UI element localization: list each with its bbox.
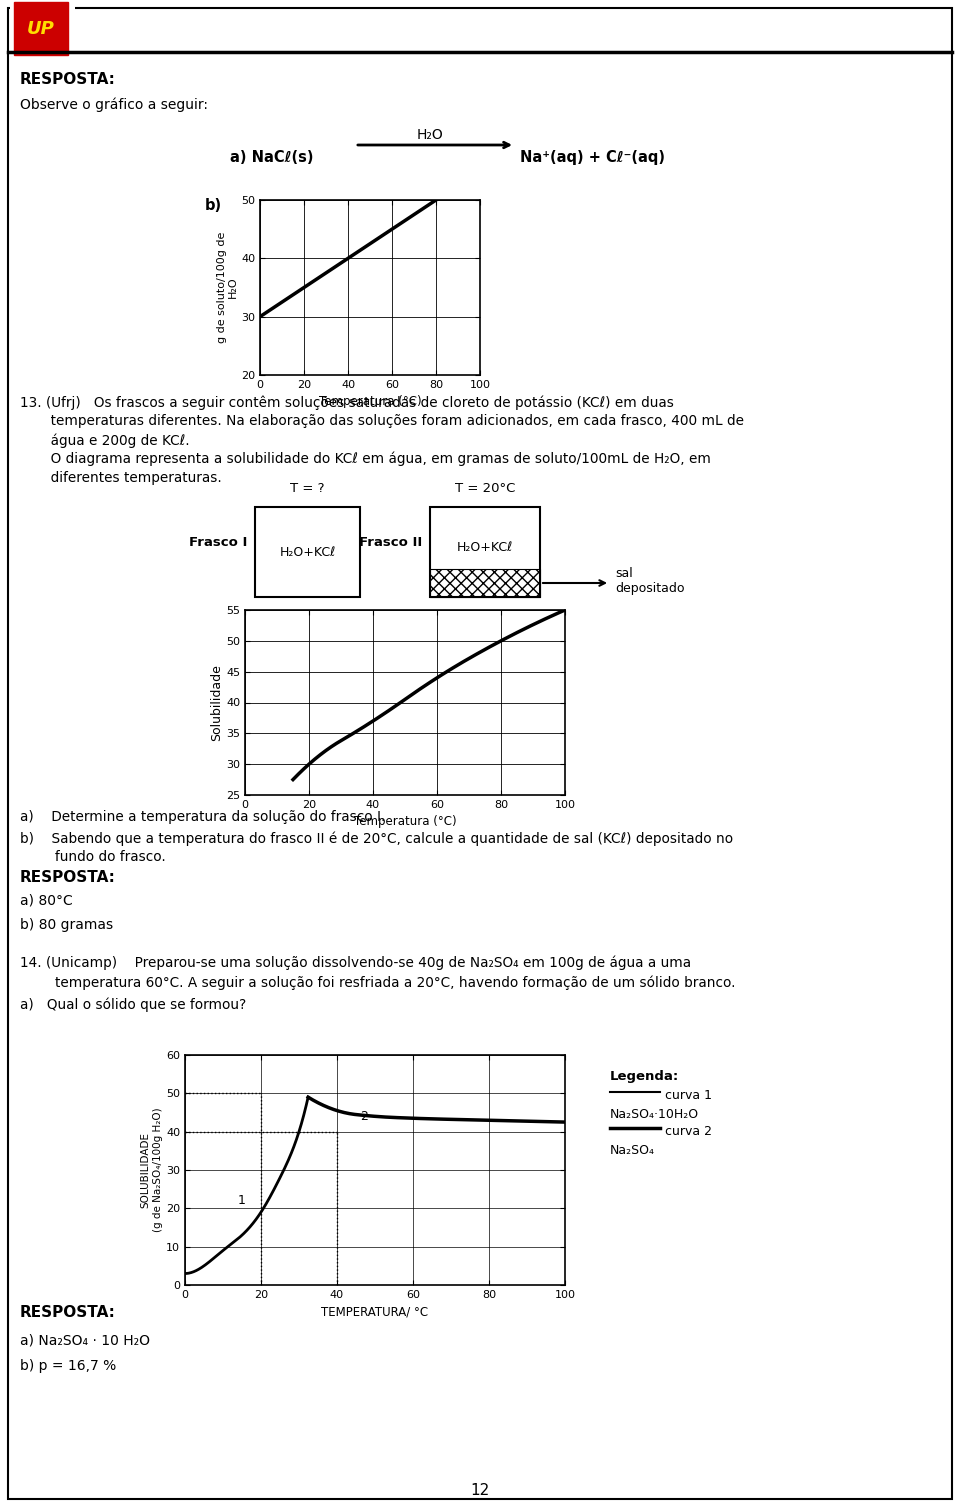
Y-axis label: Solubilidade: Solubilidade	[210, 665, 224, 741]
Text: água e 200g de KCℓ.: água e 200g de KCℓ.	[20, 433, 190, 448]
Text: a) Na₂SO₄ · 10 H₂O: a) Na₂SO₄ · 10 H₂O	[20, 1334, 150, 1347]
Text: Na₂SO₄: Na₂SO₄	[610, 1144, 655, 1157]
Bar	[255, 506, 360, 597]
Text: depositado: depositado	[615, 582, 684, 595]
Text: curva 1: curva 1	[665, 1090, 712, 1102]
Text: H₂O: H₂O	[417, 128, 444, 142]
Text: RESPOSTA:: RESPOSTA:	[20, 1305, 116, 1320]
Y-axis label: g de soluto/100g de
H₂O: g de soluto/100g de H₂O	[217, 232, 238, 344]
Text: UP: UP	[27, 20, 55, 38]
X-axis label: Temperatura (°C): Temperatura (°C)	[353, 815, 456, 829]
Text: O diagrama representa a solubilidade do KCℓ em água, em gramas de soluto/100mL d: O diagrama representa a solubilidade do …	[20, 452, 710, 467]
Text: b) p = 16,7 %: b) p = 16,7 %	[20, 1359, 116, 1373]
X-axis label: Temperatura (°C): Temperatura (°C)	[319, 395, 421, 408]
X-axis label: TEMPERATURA/ °C: TEMPERATURA/ °C	[322, 1305, 428, 1319]
Text: Frasco I: Frasco I	[188, 536, 247, 550]
Text: b)    Sabendo que a temperatura do frasco II é de 20°C, calcule a quantidade de : b) Sabendo que a temperatura do frasco I…	[20, 830, 733, 845]
Text: 2: 2	[360, 1109, 368, 1123]
Text: b): b)	[205, 197, 222, 212]
Text: temperatura 60°C. A seguir a solução foi resfriada a 20°C, havendo formação de u: temperatura 60°C. A seguir a solução foi…	[20, 977, 735, 990]
Text: H₂O+KCℓ: H₂O+KCℓ	[279, 546, 336, 559]
Text: H₂O+KCℓ: H₂O+KCℓ	[457, 541, 514, 555]
Text: Na⁺(aq) + Cℓ⁻(aq): Na⁺(aq) + Cℓ⁻(aq)	[520, 151, 665, 164]
Text: Observe o gráfico a seguir:: Observe o gráfico a seguir:	[20, 98, 208, 113]
Text: T = ?: T = ?	[290, 482, 324, 494]
Text: RESPOSTA:: RESPOSTA:	[20, 72, 116, 87]
Text: T = 20°C: T = 20°C	[455, 482, 516, 494]
Text: a) 80°C: a) 80°C	[20, 894, 73, 909]
Text: b) 80 gramas: b) 80 gramas	[20, 918, 113, 931]
Text: 1: 1	[238, 1194, 246, 1207]
Text: RESPOSTA:: RESPOSTA:	[20, 870, 116, 885]
Y-axis label: SOLUBILIDADE
(g de Na₂SO₄/100g H₂O): SOLUBILIDADE (g de Na₂SO₄/100g H₂O)	[141, 1108, 163, 1233]
Text: Frasco II: Frasco II	[359, 536, 422, 550]
Bar	[430, 506, 540, 597]
Text: curva 2: curva 2	[665, 1126, 712, 1138]
Text: temperaturas diferentes. Na elaboração das soluções foram adicionados, em cada f: temperaturas diferentes. Na elaboração d…	[20, 414, 744, 428]
Polygon shape	[10, 0, 75, 57]
Text: a)   Qual o sólido que se formou?: a) Qual o sólido que se formou?	[20, 998, 247, 1011]
Text: a)    Determine a temperatura da solução do frasco I.: a) Determine a temperatura da solução do…	[20, 809, 385, 824]
Text: Legenda:: Legenda:	[610, 1070, 680, 1084]
Text: 14. (Unicamp)    Preparou-se uma solução dissolvendo-se 40g de Na₂SO₄ em 100g de: 14. (Unicamp) Preparou-se uma solução di…	[20, 955, 691, 969]
Text: fundo do frasco.: fundo do frasco.	[20, 850, 166, 864]
Text: Na₂SO₄·10H₂O: Na₂SO₄·10H₂O	[610, 1108, 699, 1121]
Text: sal: sal	[615, 567, 633, 580]
Polygon shape	[14, 2, 68, 54]
Text: a) NaCℓ(s): a) NaCℓ(s)	[230, 151, 314, 164]
Text: diferentes temperaturas.: diferentes temperaturas.	[20, 472, 222, 485]
Bar	[430, 570, 540, 597]
Text: 13. (Ufrj)   Os frascos a seguir contêm soluções saturadas de cloreto de potássi: 13. (Ufrj) Os frascos a seguir contêm so…	[20, 395, 674, 410]
Text: 12: 12	[470, 1483, 490, 1498]
